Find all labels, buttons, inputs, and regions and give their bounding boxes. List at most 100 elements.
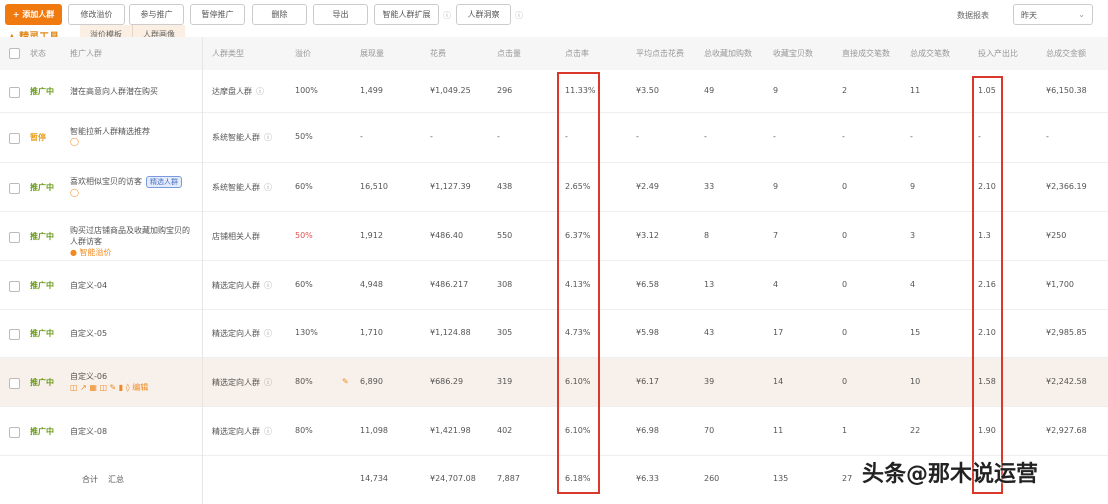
row-checkbox[interactable] xyxy=(9,426,20,438)
total-cell: 27 xyxy=(842,474,853,483)
audience-type-text: 精选定向人群 xyxy=(212,426,260,436)
data-report-link[interactable]: 数据报表 xyxy=(957,11,989,20)
metric-cell: 1,912 xyxy=(360,230,383,240)
audience-name-text[interactable]: 自定义-06 xyxy=(70,371,108,381)
premium-value[interactable]: 130% xyxy=(295,328,318,337)
column-header[interactable]: 人群类型 xyxy=(212,49,244,58)
metric-cell: ¥6.58 xyxy=(636,279,659,289)
metric-cell: 8 xyxy=(704,230,710,240)
tab-audience-profile[interactable]: 人群画像 xyxy=(132,25,185,45)
audience-name-text[interactable]: 自定义-04 xyxy=(70,280,108,290)
date-select[interactable]: 昨天 ⌄ xyxy=(1013,4,1093,25)
metric-cell: 15 xyxy=(910,328,921,337)
join-promotion-button[interactable]: 参与推广 xyxy=(129,4,184,25)
help-icon: ⓘ xyxy=(264,182,272,192)
column-header[interactable]: 直接成交笔数 xyxy=(842,49,890,58)
column-header[interactable]: 平均点击花费 xyxy=(636,49,684,58)
column-header[interactable]: 花费 xyxy=(430,49,446,58)
status-badge: 推广中 xyxy=(30,426,54,436)
column-header[interactable]: 点击量 xyxy=(497,49,521,58)
audience-type: 精选定向人群 ⓘ xyxy=(212,377,272,388)
audience-name-text[interactable]: 自定义-05 xyxy=(70,329,108,338)
status-badge: 暂停 xyxy=(30,133,46,142)
metric-cell: 319 xyxy=(497,376,513,386)
row-checkbox[interactable] xyxy=(9,377,20,389)
premium-value[interactable]: 50% xyxy=(295,132,313,141)
audience-name-text[interactable]: 智能拉新人群精选推荐 xyxy=(70,127,150,136)
column-header[interactable]: 收藏宝贝数 xyxy=(773,49,813,58)
table-row: 推广中 自定义-05 精选定向人群 ⓘ 130% 1,710 ¥1,124.88 305 4.7… xyxy=(0,310,1108,358)
row-checkbox[interactable] xyxy=(9,182,20,194)
metric-cell: 7 xyxy=(773,230,779,240)
audience-name[interactable]: 自定义-05 xyxy=(70,328,190,339)
metric-cell: 0 xyxy=(842,279,848,289)
metric-cell: - xyxy=(565,132,568,141)
total-cell: 14,734 xyxy=(360,474,388,483)
audience-name[interactable]: 购买过店铺商品及收藏加购宝贝的人群访客 ● 智能溢价 xyxy=(70,225,190,258)
column-header[interactable]: 总收藏加购数 xyxy=(704,49,752,58)
add-audience-button[interactable]: + 添加人群 xyxy=(5,4,62,25)
column-header[interactable]: 溢价 xyxy=(295,49,311,58)
column-header[interactable]: 总成交金额 xyxy=(1046,49,1086,58)
premium-value[interactable]: 60% xyxy=(295,181,313,191)
metric-cell: 4 xyxy=(910,279,916,289)
metric-cell: 305 xyxy=(497,328,513,337)
metric-cell: - xyxy=(704,132,707,141)
audience-name[interactable]: 自定义-06 ◫ ↗ ▦ ◫ ✎ ▮ ◊ 编辑 xyxy=(70,371,190,393)
audience-name[interactable]: 自定义-08 xyxy=(70,426,190,437)
premium-value[interactable]: 50% xyxy=(295,230,313,240)
row-checkbox[interactable] xyxy=(9,329,20,340)
row-checkbox[interactable] xyxy=(9,133,20,144)
audience-name[interactable]: 喜欢相似宝贝的访客 精选人群 ◯ xyxy=(70,175,190,197)
column-header[interactable]: 总成交笔数 xyxy=(910,49,950,58)
audience-insight-button[interactable]: 人群洞察 xyxy=(456,4,511,25)
audience-name-text[interactable]: 自定义-08 xyxy=(70,426,108,436)
table-row: 推广中 自定义-08 精选定向人群 ⓘ 80% 11,098 ¥1,421.98 402 6.1… xyxy=(0,407,1108,456)
audience-name[interactable]: 潜在高意向人群潜在购买 xyxy=(70,86,190,97)
audience-name-text[interactable]: 喜欢相似宝贝的访客 xyxy=(70,176,142,186)
row-checkbox[interactable] xyxy=(9,280,20,292)
tab-premium-template[interactable]: 溢价模板 xyxy=(90,30,122,39)
metric-cell: 1.05 xyxy=(978,85,996,95)
metric-cell: 2.16 xyxy=(978,279,996,289)
audience-name[interactable]: 智能拉新人群精选推荐 ◯ xyxy=(70,126,190,146)
metric-cell: ¥1,127.39 xyxy=(430,181,471,191)
row-actions-icons[interactable]: ◫ ↗ ▦ ◫ ✎ ▮ ◊ 编辑 xyxy=(70,382,149,392)
metric-cell: 402 xyxy=(497,425,513,435)
audience-name[interactable]: 自定义-04 xyxy=(70,280,190,291)
audience-name-text[interactable]: 潜在高意向人群潜在购买 xyxy=(70,86,158,96)
delete-button[interactable]: 删除 xyxy=(252,4,307,25)
metric-cell: 0 xyxy=(842,328,848,337)
row-checkbox[interactable] xyxy=(9,231,20,243)
metric-cell: 9 xyxy=(773,181,779,191)
row-checkbox[interactable] xyxy=(9,86,20,98)
total-label: 合计 xyxy=(82,475,98,484)
column-header[interactable]: 展现量 xyxy=(360,49,384,58)
premium-value[interactable]: 80% xyxy=(295,376,313,386)
edit-pencil-icon[interactable]: ✎ xyxy=(342,376,349,386)
metric-cell: 0 xyxy=(842,181,848,191)
column-header[interactable]: 投入产出比 xyxy=(978,49,1018,58)
audience-name-text[interactable]: 购买过店铺商品及收藏加购宝贝的人群访客 xyxy=(70,225,190,246)
smart-expand-button[interactable]: 智能人群扩展 xyxy=(374,4,439,25)
metric-cell: 6.10% xyxy=(565,376,591,386)
table-footer-total: 合计 汇总 14,734 ¥24,707.08 7,887 6.18% ¥6.33 260 13… xyxy=(0,456,1108,504)
metric-cell: 49 xyxy=(704,85,715,95)
modify-premium-button[interactable]: 修改溢价 xyxy=(68,4,125,25)
metric-cell: 6.37% xyxy=(565,230,591,240)
metric-cell: 1,710 xyxy=(360,328,383,337)
select-all-checkbox[interactable] xyxy=(9,48,20,59)
metric-cell: 4,948 xyxy=(360,279,383,289)
premium-value[interactable]: 60% xyxy=(295,279,313,289)
metric-cell: 11.33% xyxy=(565,85,596,95)
table-row: 推广中 喜欢相似宝贝的访客 精选人群 ◯ 系统智能人群 ⓘ 60% 16,510 ¥1,127.… xyxy=(0,163,1108,212)
metric-cell: - xyxy=(636,132,639,141)
export-button[interactable]: 导出 xyxy=(313,4,368,25)
premium-value[interactable]: 80% xyxy=(295,425,313,435)
column-header[interactable]: 推广人群 xyxy=(70,49,102,58)
premium-value[interactable]: 100% xyxy=(295,85,318,95)
pause-promotion-button[interactable]: 暂停推广 xyxy=(190,4,245,25)
metric-cell: 1.3 xyxy=(978,230,991,240)
column-header[interactable]: 点击率 xyxy=(565,49,589,58)
column-header[interactable]: 状态 xyxy=(30,49,46,58)
